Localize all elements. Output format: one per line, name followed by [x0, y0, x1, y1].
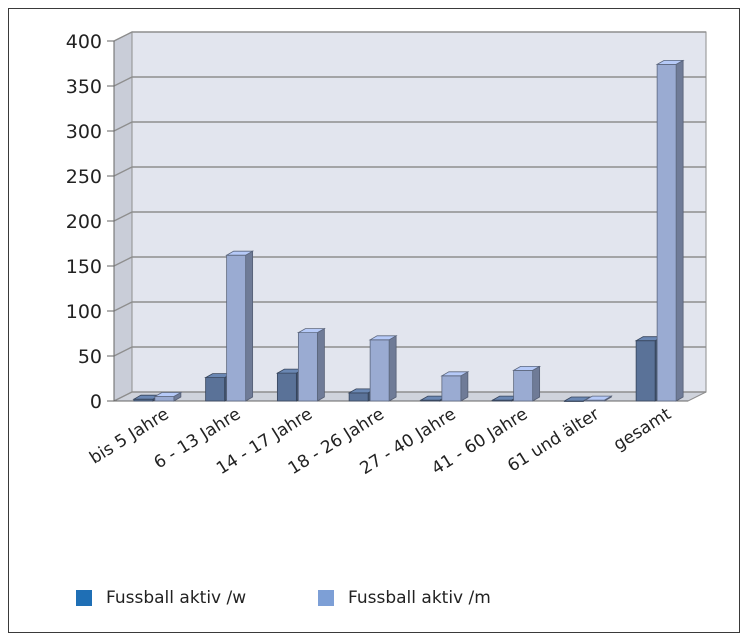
y-tick-label: 100: [66, 301, 102, 323]
gridline: [113, 76, 706, 87]
gridline: [113, 301, 706, 312]
y-tick-label: 50: [78, 346, 102, 368]
bar-male-6: [583, 395, 613, 402]
gridline: [113, 346, 706, 357]
bar-male-7: [655, 59, 685, 402]
legend-item-female: Fussball aktiv /w: [76, 586, 246, 610]
gridline: [113, 166, 706, 177]
gridline: [113, 31, 706, 42]
bar-male-4: [440, 371, 470, 402]
legend-swatch-female: [76, 590, 92, 606]
legend-swatch-male: [318, 590, 334, 606]
bar-male-2: [296, 327, 326, 402]
bar-male-5: [512, 365, 542, 402]
gridline: [113, 256, 706, 267]
y-tick-label: 250: [66, 166, 102, 188]
legend-label-female: Fussball aktiv /w: [106, 588, 247, 608]
y-tick-label: 400: [66, 31, 102, 53]
gridline: [113, 121, 706, 132]
y-tick-label: 300: [66, 121, 102, 143]
y-tick-label: 200: [66, 211, 102, 233]
bar-female-1: [204, 372, 234, 402]
y-tick-label: 0: [90, 391, 102, 413]
legend-label-male: Fussball aktiv /m: [348, 588, 491, 608]
y-tick-label: 150: [66, 256, 102, 278]
y-tick-label: 350: [66, 76, 102, 98]
legend-item-male: Fussball aktiv /m: [318, 586, 491, 610]
gridline: [113, 211, 706, 222]
bar-male-1: [225, 250, 255, 402]
bar-male-3: [368, 335, 398, 402]
chart-floor: [113, 391, 707, 402]
x-tick-label: gesamt: [610, 404, 675, 455]
bar-male-0: [153, 391, 183, 402]
